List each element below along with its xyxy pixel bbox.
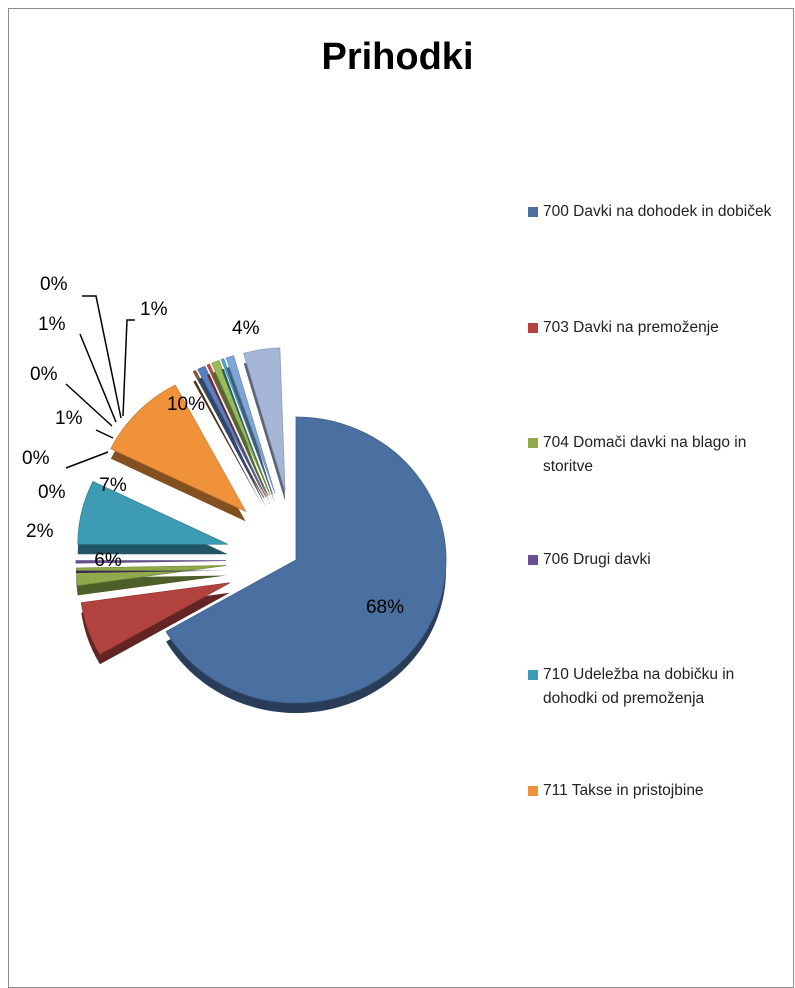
- leader-line: [82, 295, 122, 419]
- legend-label: 706 Drugi davki: [543, 551, 651, 568]
- legend-swatch: [528, 786, 538, 796]
- legend-item: 711 Takse in pristojbine: [528, 779, 788, 803]
- pie-slice-side: [193, 380, 264, 508]
- legend-swatch: [528, 207, 538, 217]
- data-label: 0%: [30, 364, 58, 385]
- pie-slice: [165, 416, 447, 704]
- legend-swatch: [528, 555, 538, 565]
- legend-label: 710 Udeležba na dobičku in dohodki od pr…: [543, 666, 735, 707]
- data-label: 6%: [94, 550, 122, 571]
- legend-label: 703 Davki na premoženje: [543, 319, 719, 336]
- pie-slice: [75, 565, 227, 586]
- pie-slice-side: [207, 374, 269, 506]
- pie-slice-side: [211, 370, 271, 505]
- legend-item: 700 Davki na dohodek in dobiček: [528, 200, 788, 224]
- leader-line: [65, 451, 109, 469]
- legend-item: 710 Udeležba na dobičku in dohodki od pr…: [528, 663, 788, 711]
- pie-slice: [77, 481, 228, 545]
- data-label: 0%: [22, 448, 50, 469]
- legend-label: 700 Davki na dohodek in dobiček: [543, 203, 772, 220]
- legend-swatch: [528, 323, 538, 333]
- data-label: 0%: [38, 482, 66, 503]
- data-label: 1%: [55, 408, 83, 429]
- data-label: 4%: [232, 318, 260, 339]
- data-label: 68%: [366, 597, 404, 618]
- pie-slice: [110, 384, 247, 513]
- legend-item: 703 Davki na premoženje: [528, 316, 788, 340]
- data-label: 1%: [140, 299, 168, 320]
- pie-slice-side: [76, 570, 227, 574]
- chart-title: Prihodki: [321, 36, 474, 78]
- data-label: 10%: [167, 394, 205, 415]
- pie-slice: [225, 355, 276, 494]
- pie-slice: [80, 582, 231, 655]
- leader-line: [95, 429, 114, 439]
- leader-line: [65, 383, 113, 427]
- pie-slice-side: [197, 376, 266, 507]
- data-label: 7%: [99, 475, 127, 496]
- legend-item: 704 Domači davki na blago in storitve: [528, 431, 788, 479]
- legend-label: 704 Domači davki na blago in storitve: [543, 434, 747, 475]
- legend-swatch: [528, 670, 538, 680]
- pie-slice-side: [221, 368, 273, 505]
- data-label: 1%: [38, 314, 66, 335]
- pie-slice: [243, 347, 286, 491]
- legend-swatch: [528, 438, 538, 448]
- leader-line: [79, 333, 117, 423]
- data-label: 0%: [40, 274, 68, 295]
- data-label: 2%: [26, 521, 54, 542]
- pie-slice-side: [226, 365, 275, 504]
- legend-label: 711 Takse in pristojbine: [543, 782, 704, 799]
- pie-slice: [75, 560, 227, 564]
- leader-line: [122, 319, 135, 417]
- legend-item: 706 Drugi davki: [528, 548, 788, 572]
- pie-slice: [211, 359, 271, 496]
